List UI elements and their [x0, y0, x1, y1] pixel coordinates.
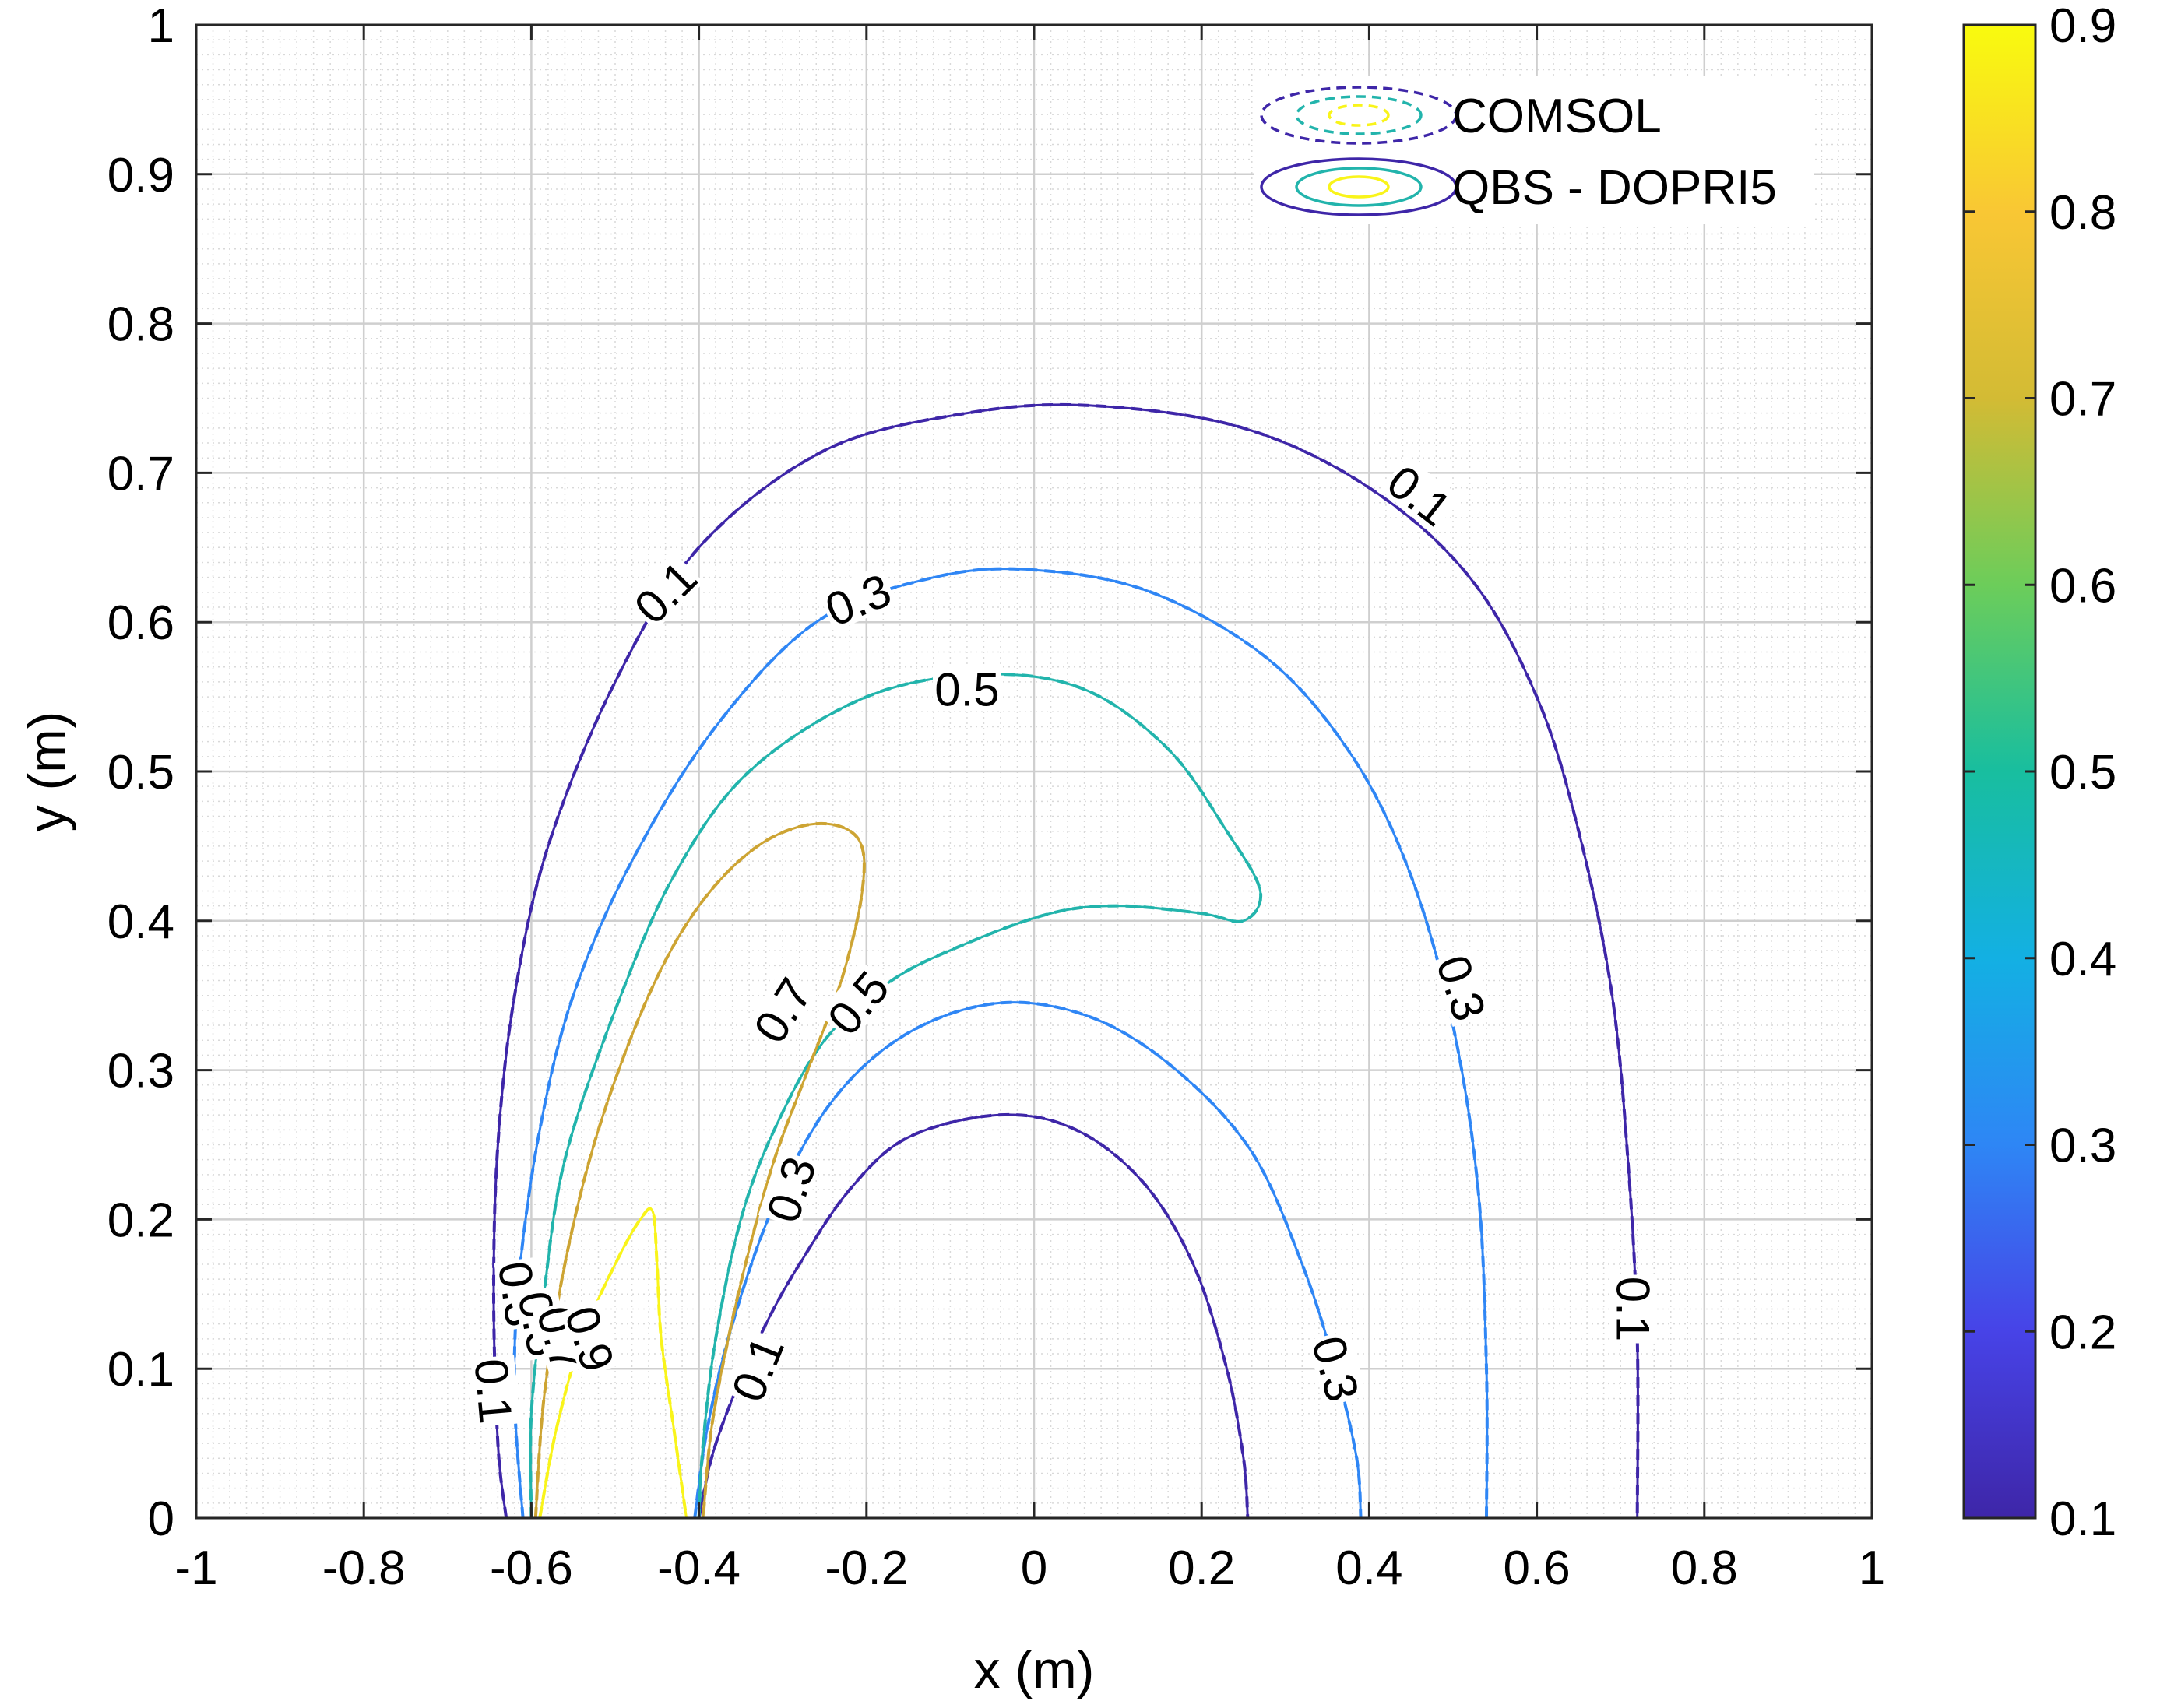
- contour-lines: [491, 402, 1640, 1519]
- x-tick-label: -0.2: [825, 1541, 908, 1595]
- contour-label-text: 0.1: [1606, 1277, 1659, 1341]
- contour-label-text: 0.1: [464, 1357, 522, 1426]
- contour-label-background: [1613, 1274, 1657, 1344]
- y-tick-label: 0.7: [107, 447, 174, 501]
- contour-label-background: [1431, 947, 1494, 1027]
- y-tick-label: 0: [148, 1492, 174, 1546]
- y-tick-label: 0.8: [107, 298, 174, 352]
- legend-box: [1254, 76, 1814, 224]
- x-tick-label: -1: [174, 1541, 217, 1595]
- contour-label-background: [818, 961, 896, 1042]
- colorbar-tick-label: 0.2: [2049, 1306, 2116, 1359]
- contour-label: 0.1: [464, 1355, 522, 1428]
- contour-qbs-0.3: [693, 1001, 1363, 1519]
- contour-label-background: [744, 968, 818, 1050]
- legend-symbol-comsol: [1260, 86, 1458, 145]
- contour-qbs-0.3: [513, 568, 1489, 1519]
- contour-label-background: [932, 666, 1001, 710]
- colorbar-tick-label: 0.7: [2049, 373, 2116, 427]
- contour-labels: 0.10.30.50.10.70.50.30.10.30.30.10.10.30…: [464, 455, 1659, 1428]
- x-tick-label: 0.8: [1671, 1541, 1738, 1595]
- x-tick-label: 0.6: [1503, 1541, 1570, 1595]
- x-axis-ticks: -1 -0.8 -0.6 -0.4 -0.2 0 0.2 0.4 0.6 0.8 1: [174, 25, 1885, 1595]
- legend-ring: [1328, 104, 1390, 127]
- contour-label-background: [1307, 1329, 1367, 1408]
- contour-qbs-0.5: [529, 673, 1262, 1519]
- legend-ring: [1295, 95, 1423, 135]
- legend-ring: [1295, 167, 1423, 207]
- x-tick-label: 0.2: [1168, 1541, 1235, 1595]
- contour-label: 0.5: [932, 664, 1001, 716]
- colorbar-tick-label: 0.1: [2049, 1492, 2116, 1546]
- contour-label-background: [817, 565, 898, 631]
- y-tick-label: 0.3: [107, 1045, 174, 1098]
- contour-label-background: [624, 551, 705, 631]
- colorbar-tick-label: 0.5: [2049, 746, 2116, 800]
- y-axis-label: y (m): [18, 712, 77, 832]
- x-tick-label: 1: [1859, 1541, 1885, 1595]
- contour-qbs-0.1: [492, 403, 1639, 1519]
- x-tick-label: 0: [1021, 1541, 1047, 1595]
- legend-label-comsol: COMSOL: [1452, 90, 1662, 143]
- x-tick-label: 0.4: [1335, 1541, 1402, 1595]
- y-tick-label: 0.4: [107, 895, 174, 949]
- y-tick-label: 1: [148, 0, 174, 53]
- colorbar: 0.1 0.2 0.3 0.4 0.5 0.6 0.7 0.8 0.9: [1962, 0, 2116, 1546]
- legend-ring: [1260, 86, 1458, 145]
- contour-label-background: [723, 1328, 790, 1408]
- legend-ring: [1260, 157, 1458, 216]
- contour-label-background: [560, 1299, 623, 1378]
- y-tick-label: 0.1: [107, 1343, 174, 1397]
- contour-label-background: [758, 1149, 821, 1228]
- legend-symbol-qbs-dopri5: [1260, 157, 1458, 216]
- contour-label: 0.1: [1606, 1274, 1659, 1344]
- x-axis-label: x (m): [974, 1640, 1095, 1699]
- legend-ring: [1328, 175, 1390, 199]
- x-tick-label: -0.8: [322, 1541, 406, 1595]
- legend-label-qbs-dopri5: QBS - DOPRI5: [1452, 161, 1777, 215]
- x-tick-label: -0.4: [657, 1541, 741, 1595]
- x-tick-label: -0.6: [490, 1541, 573, 1595]
- colorbar-tick-label: 0.8: [2049, 186, 2116, 240]
- y-tick-label: 0.2: [107, 1193, 174, 1247]
- colorbar-gradient: [1962, 23, 2037, 1520]
- y-axis-ticks: 0 0.1 0.2 0.3 0.4 0.5 0.6 0.7 0.8 0.9 1: [107, 0, 1872, 1546]
- y-tick-label: 0.6: [107, 596, 174, 650]
- colorbar-ticks: 0.1 0.2 0.3 0.4 0.5 0.6 0.7 0.8 0.9: [1964, 0, 2116, 1546]
- colorbar-tick-label: 0.6: [2049, 559, 2116, 613]
- contour-qbs-0.7: [534, 822, 866, 1519]
- colorbar-tick-label: 0.3: [2049, 1119, 2116, 1173]
- y-tick-label: 0.9: [107, 149, 174, 202]
- contour-label-background: [470, 1355, 520, 1428]
- legend: COMSOL QBS - DOPRI5: [1254, 76, 1814, 224]
- contour-label-background: [1380, 455, 1462, 532]
- colorbar-tick-label: 0.9: [2049, 0, 2116, 53]
- colorbar-tick-label: 0.4: [2049, 933, 2116, 986]
- y-tick-label: 0.5: [107, 746, 174, 800]
- contour-label-text: 0.5: [934, 664, 999, 716]
- contour-qbs-0.9: [538, 1207, 688, 1519]
